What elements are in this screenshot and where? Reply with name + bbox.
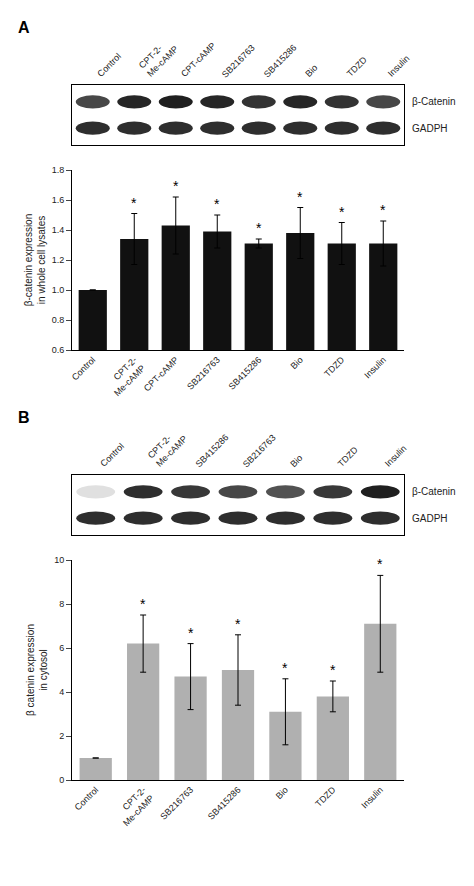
- svg-text:CPT-2-Me-cAMP: CPT-2-Me-cAMP: [104, 355, 147, 398]
- svg-text:Control: Control: [95, 51, 123, 79]
- svg-text:SB216763: SB216763: [185, 355, 222, 392]
- svg-text:1.0: 1.0: [52, 285, 65, 295]
- svg-text:0.8: 0.8: [52, 315, 65, 325]
- svg-text:1.2: 1.2: [52, 255, 65, 265]
- svg-text:*: *: [380, 202, 386, 218]
- svg-text:Control: Control: [98, 441, 126, 469]
- svg-text:*: *: [214, 196, 220, 212]
- svg-text:β-Catenin: β-Catenin: [412, 96, 456, 107]
- svg-text:*: *: [173, 178, 179, 194]
- svg-text:Insulin: Insulin: [359, 785, 384, 810]
- svg-text:*: *: [339, 204, 345, 220]
- svg-text:Bio: Bio: [303, 63, 319, 79]
- svg-text:Bio: Bio: [274, 785, 290, 801]
- svg-text:*: *: [282, 660, 288, 676]
- svg-text:*: *: [256, 220, 262, 236]
- svg-text:TDZD: TDZD: [336, 444, 360, 468]
- svg-text:1.8: 1.8: [52, 165, 65, 175]
- svg-text:2: 2: [59, 731, 64, 741]
- svg-text:1.6: 1.6: [52, 195, 65, 205]
- svg-text:0: 0: [59, 775, 64, 785]
- svg-text:TDZD: TDZD: [322, 354, 346, 378]
- svg-text:CPT-2-Me-cAMP: CPT-2-Me-cAMP: [146, 425, 189, 468]
- svg-text:SB216763: SB216763: [241, 433, 278, 470]
- svg-text:*: *: [131, 195, 137, 211]
- svg-text:SB415286: SB415286: [194, 432, 231, 469]
- svg-text:β-Catenin: β-Catenin: [412, 486, 456, 497]
- svg-text:*: *: [377, 556, 383, 572]
- svg-text:*: *: [330, 662, 336, 678]
- svg-text:*: *: [235, 616, 241, 632]
- svg-text:CPT-2-Me-cAMP: CPT-2-Me-cAMP: [137, 35, 180, 78]
- svg-text:CPT-cAMP: CPT-cAMP: [142, 355, 181, 394]
- svg-text:Insulin: Insulin: [362, 355, 387, 380]
- svg-text:SB216763: SB216763: [158, 785, 195, 822]
- svg-text:TDZD: TDZD: [345, 54, 369, 78]
- svg-text:GADPH: GADPH: [412, 513, 448, 524]
- svg-text:10: 10: [54, 555, 64, 565]
- svg-text:β-catenin expressionin whole c: β-catenin expressionin whole cell lysate…: [23, 214, 47, 306]
- svg-text:β catenin expressionin cytosol: β catenin expressionin cytosol: [25, 624, 49, 716]
- svg-text:SB216763: SB216763: [220, 43, 257, 80]
- svg-text:SB415286: SB415286: [206, 785, 243, 822]
- svg-text:Insulin: Insulin: [386, 53, 411, 78]
- svg-text:GADPH: GADPH: [412, 123, 448, 134]
- svg-text:*: *: [297, 189, 303, 205]
- svg-text:A: A: [18, 19, 30, 36]
- svg-text:Control: Control: [70, 355, 98, 383]
- svg-text:Bio: Bio: [288, 453, 304, 469]
- svg-text:B: B: [18, 409, 30, 426]
- svg-text:TDZD: TDZD: [313, 784, 337, 808]
- svg-text:0.6: 0.6: [52, 345, 65, 355]
- svg-text:Control: Control: [73, 785, 101, 813]
- svg-text:*: *: [188, 625, 194, 641]
- svg-text:CPT-cAMP: CPT-cAMP: [179, 40, 218, 79]
- svg-text:Bio: Bio: [289, 355, 305, 371]
- svg-text:4: 4: [59, 687, 64, 697]
- svg-text:6: 6: [59, 643, 64, 653]
- svg-text:Insulin: Insulin: [383, 443, 408, 468]
- svg-text:1.4: 1.4: [52, 225, 65, 235]
- svg-text:8: 8: [59, 599, 64, 609]
- svg-text:SB415286: SB415286: [227, 355, 264, 392]
- svg-text:*: *: [140, 596, 146, 612]
- svg-text:SB415286: SB415286: [262, 42, 299, 79]
- svg-text:CPT-2-Me-cAMP: CPT-2-Me-cAMP: [113, 785, 156, 828]
